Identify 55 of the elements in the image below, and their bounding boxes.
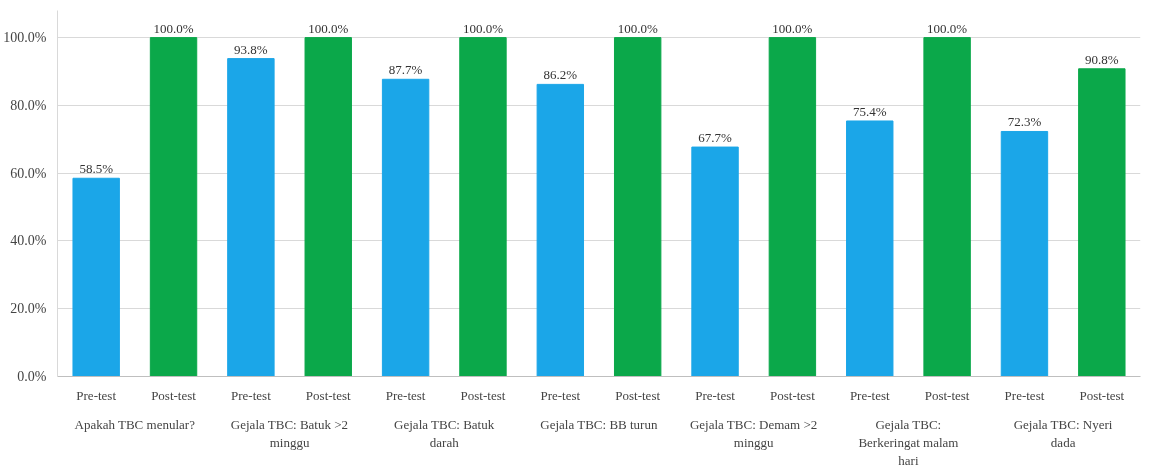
data-label: 100.0% xyxy=(308,20,349,36)
data-label: 58.5% xyxy=(79,161,114,177)
data-label: 100.0% xyxy=(153,20,194,36)
bar xyxy=(381,78,430,377)
data-label: 100.0% xyxy=(462,20,504,36)
text: Post-test xyxy=(460,387,506,403)
data-label: 100.0% xyxy=(772,20,813,36)
bar xyxy=(923,37,971,377)
bar xyxy=(536,83,585,377)
data-label: 75.4% xyxy=(852,103,887,119)
bar xyxy=(72,177,120,377)
text: Post-test xyxy=(1079,387,1125,403)
data-label: 100.0% xyxy=(927,20,968,36)
series-label: Pre-test xyxy=(76,387,117,403)
x-tick-label: Gejala TBC: Demam >2 minggu xyxy=(689,416,818,450)
bar xyxy=(613,37,662,377)
bar xyxy=(304,37,352,377)
data-label: 90.8% xyxy=(1085,51,1119,67)
bar xyxy=(149,37,198,377)
x-tick-label: Gejala TBC: Nyeri dada xyxy=(1013,416,1113,450)
text: Post-test xyxy=(305,387,351,403)
bar xyxy=(846,120,894,377)
bar xyxy=(1078,68,1126,377)
bar xyxy=(227,58,275,377)
bar xyxy=(459,37,507,377)
bar xyxy=(691,146,739,377)
text: Post-test xyxy=(615,387,661,403)
x-tick-label: Apakah TBC menular? xyxy=(74,416,196,432)
text: Pre-test xyxy=(849,387,890,403)
text: Pre-test xyxy=(1004,387,1045,403)
text: Pre-test xyxy=(385,387,426,403)
text: Post-test xyxy=(770,387,815,403)
series-label: Post-test xyxy=(151,387,197,403)
data-label: 100.0% xyxy=(617,20,658,36)
y-tick-label: 80.0% xyxy=(10,97,47,113)
data-label: 67.7% xyxy=(698,130,732,146)
y-tick-label: 0.0% xyxy=(17,369,47,384)
data-label: 72.3% xyxy=(1007,114,1042,130)
y-tick-label: 100.0% xyxy=(3,30,47,46)
text: Pre-test xyxy=(540,387,581,403)
y-tick-label: 20.0% xyxy=(10,301,47,317)
y-tick-label: 60.0% xyxy=(10,165,47,181)
y-tick-label: 40.0% xyxy=(10,233,47,249)
text: Pre-test xyxy=(231,387,271,403)
x-tick-label: Gejala TBC: Batuk >2 minggu xyxy=(230,416,349,450)
x-tick-label: Gejala TBC: BB turun xyxy=(540,416,658,432)
x-tick-label: Gejala TBC: Berkeringat malam hari xyxy=(858,416,959,468)
data-label: 86.2% xyxy=(543,67,578,83)
data-label: 87.7% xyxy=(388,62,423,78)
x-tick-label: Gejala TBC: Batuk darah xyxy=(394,416,495,450)
bar xyxy=(768,37,817,377)
data-label: 93.8% xyxy=(234,41,268,57)
text: Pre-test xyxy=(695,387,735,403)
bar xyxy=(1000,130,1049,377)
text: Post-test xyxy=(924,387,970,403)
